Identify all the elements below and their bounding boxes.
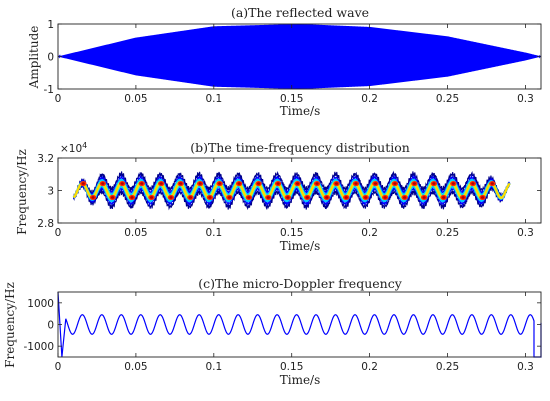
panel-b-peak-core bbox=[257, 182, 261, 185]
panel-b-peak-core bbox=[461, 196, 465, 199]
panel-b-peak-core bbox=[383, 196, 387, 199]
panel-c-ytick-label: 0 bbox=[47, 320, 54, 332]
panel-b-peak-core bbox=[315, 182, 319, 185]
panel-a-xlabel: Time/s bbox=[280, 104, 321, 118]
panel-a-xtick-label: 0.2 bbox=[361, 93, 378, 105]
panel-b-peak-core bbox=[364, 196, 368, 199]
panel-b-peak-core bbox=[130, 196, 134, 199]
panel-b: (b)The time-frequency distribution 0 0.05… bbox=[15, 140, 542, 253]
panel-b-peak-core bbox=[81, 182, 85, 185]
panel-a: (a)The reflected wave 0 0.05 0.1 0.15 0.2 0.2… bbox=[27, 5, 542, 118]
panel-b-peak-core bbox=[412, 182, 417, 185]
panel-a-ticks: 0 0.05 0.1 0.15 0.2 0.25 0.3-101 bbox=[44, 19, 541, 105]
panel-a-title: (a)The reflected wave bbox=[231, 5, 369, 20]
panel-b-peak-core bbox=[188, 196, 193, 199]
panel-b-peak-core bbox=[334, 182, 339, 185]
panel-b-peak-core bbox=[305, 196, 309, 199]
panel-b-peak-core bbox=[480, 196, 485, 199]
panel-b-peak-core bbox=[422, 196, 426, 199]
panel-b-peak-core bbox=[198, 182, 202, 185]
panel-b-peak-core bbox=[149, 196, 154, 199]
panel-c-axes-box bbox=[57, 291, 542, 358]
panel-c-xtick-label: 0 bbox=[55, 361, 62, 373]
panel-b-ticks: 0 0.05 0.1 0.15 0.2 0.25 0.3 2.8 3 3.2 bbox=[37, 153, 541, 239]
panel-b-peak-core bbox=[354, 182, 358, 185]
panel-b-xtick-label: 0.3 bbox=[517, 227, 534, 239]
panel-b-peak-core bbox=[101, 182, 105, 185]
panel-b-peak-core bbox=[120, 182, 124, 185]
panel-a-xtick-label: 0.05 bbox=[124, 93, 147, 105]
panel-a-wave-series bbox=[57, 23, 542, 89]
panel-b-peak-core bbox=[344, 196, 348, 199]
panel-b-peak-core bbox=[247, 196, 251, 199]
panel-b-peak-core bbox=[490, 182, 494, 185]
panel-c: (c)The micro-Doppler frequency 0 0.05 0.1 0… bbox=[3, 276, 542, 387]
panel-b-peak-core bbox=[110, 196, 115, 199]
panel-b-peak-core bbox=[432, 182, 436, 185]
panel-b-ytick-label: 2.8 bbox=[37, 218, 54, 230]
panel-b-peak-core bbox=[227, 196, 231, 199]
panel-b-peak-core bbox=[218, 182, 222, 185]
panel-a-ytick-label: -1 bbox=[44, 84, 54, 96]
panel-a-ytick-label: 1 bbox=[47, 19, 54, 31]
panel-b-peak-core bbox=[403, 196, 407, 199]
panel-b-peak-core bbox=[237, 182, 241, 185]
panel-b-ytick-label: 3.2 bbox=[37, 153, 54, 165]
panel-a-xtick-label: 0 bbox=[55, 93, 62, 105]
panel-b-peak-core bbox=[140, 182, 144, 185]
panel-a-plot-area bbox=[57, 23, 542, 89]
panel-b-peak-core bbox=[471, 182, 475, 185]
panel-b-y-exponent: ×104 bbox=[60, 141, 87, 155]
panel-a-xtick-label: 0.15 bbox=[280, 93, 303, 105]
panel-a-xtick-label: 0.1 bbox=[205, 93, 222, 105]
panel-b-peak-core bbox=[169, 196, 173, 199]
panel-c-xtick-label: 0.25 bbox=[436, 361, 459, 373]
panel-b-peak-core bbox=[159, 182, 163, 185]
panel-c-xtick-label: 0.15 bbox=[280, 361, 303, 373]
panel-b-peak-core bbox=[451, 182, 455, 185]
panel-b-peak-core bbox=[373, 182, 378, 185]
panel-b-xtick-label: 0 bbox=[55, 227, 62, 239]
panel-c-xtick-label: 0.3 bbox=[517, 361, 534, 373]
panel-b-contour-lower bbox=[73, 182, 511, 211]
panel-c-plot-area bbox=[57, 291, 542, 358]
panel-b-peak-core bbox=[393, 182, 397, 185]
panel-b-peak-core bbox=[286, 196, 290, 199]
panel-b-peak-core bbox=[442, 196, 446, 199]
panel-c-ytick-label: 1000 bbox=[27, 298, 54, 310]
panel-b-xtick-label: 0.05 bbox=[124, 227, 147, 239]
panel-b-plot-area bbox=[72, 170, 511, 211]
panel-c-xtick-label: 0.1 bbox=[205, 361, 222, 373]
panel-b-peak-core bbox=[179, 182, 183, 185]
panel-a-xtick-label: 0.3 bbox=[517, 93, 534, 105]
panel-c-xtick-label: 0.05 bbox=[124, 361, 147, 373]
panel-c-ylabel: Frequency/Hz bbox=[3, 282, 17, 368]
panel-b-peak-core bbox=[295, 182, 300, 185]
panel-b-title: (b)The time-frequency distribution bbox=[190, 140, 410, 155]
panel-b-peak-core bbox=[325, 196, 329, 199]
panel-a-ylabel: Amplitude bbox=[27, 26, 41, 90]
panel-b-xtick-label: 0.25 bbox=[436, 227, 459, 239]
panel-b-xtick-label: 0.15 bbox=[280, 227, 303, 239]
panel-b-peak-core bbox=[208, 196, 212, 199]
panel-b-peak-core bbox=[91, 196, 95, 199]
panel-b-peak-core bbox=[266, 196, 270, 199]
panel-b-xtick-label: 0.2 bbox=[361, 227, 378, 239]
panel-c-frequency-series bbox=[57, 291, 542, 358]
panel-b-xtick-label: 0.1 bbox=[205, 227, 222, 239]
panel-b-ridge bbox=[72, 182, 511, 199]
panel-c-xlabel: Time/s bbox=[280, 373, 321, 387]
panel-b-ytick-label: 3 bbox=[47, 186, 54, 198]
panel-b-peak-core bbox=[276, 182, 280, 185]
panel-a-xtick-label: 0.25 bbox=[436, 93, 459, 105]
panel-c-xtick-label: 0.2 bbox=[361, 361, 378, 373]
panel-b-xlabel: Time/s bbox=[280, 239, 321, 253]
panel-c-title: (c)The micro-Doppler frequency bbox=[198, 276, 402, 291]
panel-c-ytick-label: -1000 bbox=[23, 341, 54, 353]
panel-b-ylabel: Frequency/Hz bbox=[15, 149, 29, 235]
panel-a-ytick-label: 0 bbox=[47, 52, 54, 64]
